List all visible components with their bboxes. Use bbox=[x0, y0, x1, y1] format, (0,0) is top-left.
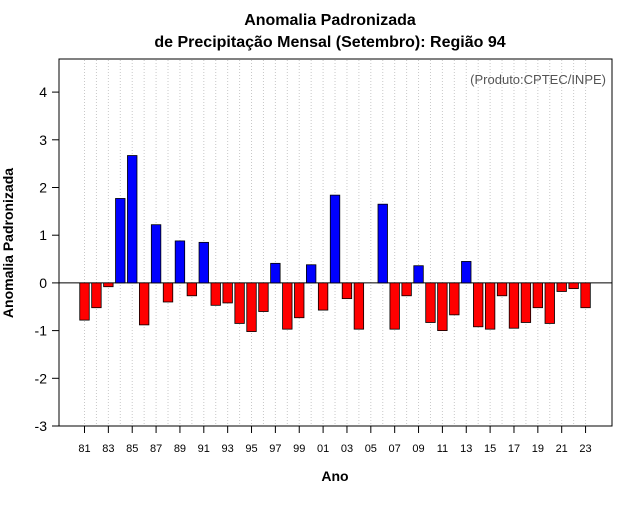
bar-06 bbox=[377, 203, 388, 284]
chart-title-line2: de Precipitação Mensal (Setembro): Regiã… bbox=[154, 34, 505, 51]
bar-20 bbox=[544, 282, 555, 324]
plot-frame bbox=[58, 58, 613, 427]
y-tick-label: -2 bbox=[35, 370, 48, 386]
x-tick-label: 87 bbox=[150, 443, 162, 455]
bar-15 bbox=[484, 282, 496, 330]
bar-17 bbox=[508, 282, 520, 329]
bar-90 bbox=[186, 282, 198, 297]
bar-89 bbox=[174, 240, 186, 284]
x-tick-label: 15 bbox=[484, 443, 496, 455]
x-tick-label: 11 bbox=[437, 443, 448, 455]
bar-98 bbox=[282, 282, 293, 330]
bar-93 bbox=[222, 282, 233, 304]
bar-22 bbox=[568, 282, 579, 290]
bar-03 bbox=[341, 282, 353, 300]
bar-01 bbox=[317, 282, 329, 311]
x-tick-label: 97 bbox=[269, 443, 281, 455]
bar-86 bbox=[138, 282, 150, 326]
bar-09 bbox=[413, 265, 424, 284]
x-axis-label: Ano bbox=[321, 468, 348, 484]
y-tick-label: 4 bbox=[39, 84, 47, 100]
y-tick-label: -1 bbox=[35, 323, 48, 339]
x-tick-label: 99 bbox=[293, 443, 305, 455]
bar-21 bbox=[556, 282, 567, 292]
x-tick-label: 19 bbox=[532, 443, 544, 455]
bars bbox=[79, 155, 591, 332]
x-tick-label: 09 bbox=[412, 443, 424, 455]
x-tick-label: 01 bbox=[317, 443, 329, 455]
bar-88 bbox=[162, 282, 174, 303]
grid bbox=[84, 60, 587, 425]
bar-23 bbox=[580, 282, 591, 309]
bar-11 bbox=[437, 282, 448, 331]
x-tick-label: 89 bbox=[174, 443, 186, 455]
bar-13 bbox=[461, 261, 472, 284]
x-tick-label: 07 bbox=[389, 443, 401, 455]
y-tick-label: -3 bbox=[35, 418, 48, 434]
bar-97 bbox=[270, 262, 281, 284]
y-tick-label: 3 bbox=[39, 132, 47, 148]
chart-title-line1: Anomalia Padronizada bbox=[244, 12, 416, 29]
x-tick-label: 85 bbox=[126, 443, 138, 455]
bar-99 bbox=[294, 282, 305, 319]
x-tick-label: 83 bbox=[102, 443, 114, 455]
bar-04 bbox=[353, 282, 365, 330]
bar-14 bbox=[473, 282, 484, 328]
bar-19 bbox=[532, 282, 543, 309]
y-axis: -3 -2 -1 0 1 2 3 4 bbox=[35, 84, 59, 434]
x-tick-label: 05 bbox=[365, 443, 377, 455]
y-tick-label: 2 bbox=[39, 180, 47, 196]
bar-00 bbox=[306, 264, 317, 284]
bar-91 bbox=[198, 241, 209, 284]
bar-16 bbox=[496, 282, 508, 297]
x-tick-label: 81 bbox=[78, 443, 90, 455]
bar-02 bbox=[329, 194, 341, 284]
x-tick-label: 13 bbox=[460, 443, 472, 455]
x-tick-label: 17 bbox=[508, 443, 520, 455]
bar-96 bbox=[258, 282, 269, 312]
y-tick-label: 1 bbox=[39, 227, 47, 243]
x-tick-label: 93 bbox=[222, 443, 234, 455]
x-axis: 81 83 85 87 89 91 93 95 97 99 01 03 05 07 09 11 13 15 17 19… bbox=[78, 426, 592, 455]
x-tick-label: 91 bbox=[198, 443, 210, 455]
bar-84 bbox=[115, 198, 126, 284]
bar-92 bbox=[210, 282, 221, 306]
watermark-label: (Produto:CPTEC/INPE) bbox=[470, 72, 606, 87]
bar-07 bbox=[389, 282, 400, 330]
x-tick-label: 23 bbox=[579, 443, 591, 455]
bar-18 bbox=[520, 282, 532, 323]
x-tick-label: 21 bbox=[556, 443, 568, 455]
y-axis-label: Anomalia Padronizada bbox=[0, 168, 16, 318]
bar-85 bbox=[127, 155, 138, 284]
y-tick-label: 0 bbox=[39, 275, 47, 291]
bar-81 bbox=[79, 282, 90, 321]
bar-94 bbox=[234, 282, 245, 324]
bar-95 bbox=[246, 282, 257, 332]
bar-83 bbox=[103, 282, 114, 288]
bar-87 bbox=[150, 224, 162, 284]
bar-10 bbox=[425, 282, 436, 323]
x-tick-label: 95 bbox=[245, 443, 257, 455]
bar-08 bbox=[401, 282, 412, 297]
bar-12 bbox=[449, 282, 460, 316]
bar-82 bbox=[91, 282, 102, 309]
x-tick-label: 03 bbox=[341, 443, 353, 455]
